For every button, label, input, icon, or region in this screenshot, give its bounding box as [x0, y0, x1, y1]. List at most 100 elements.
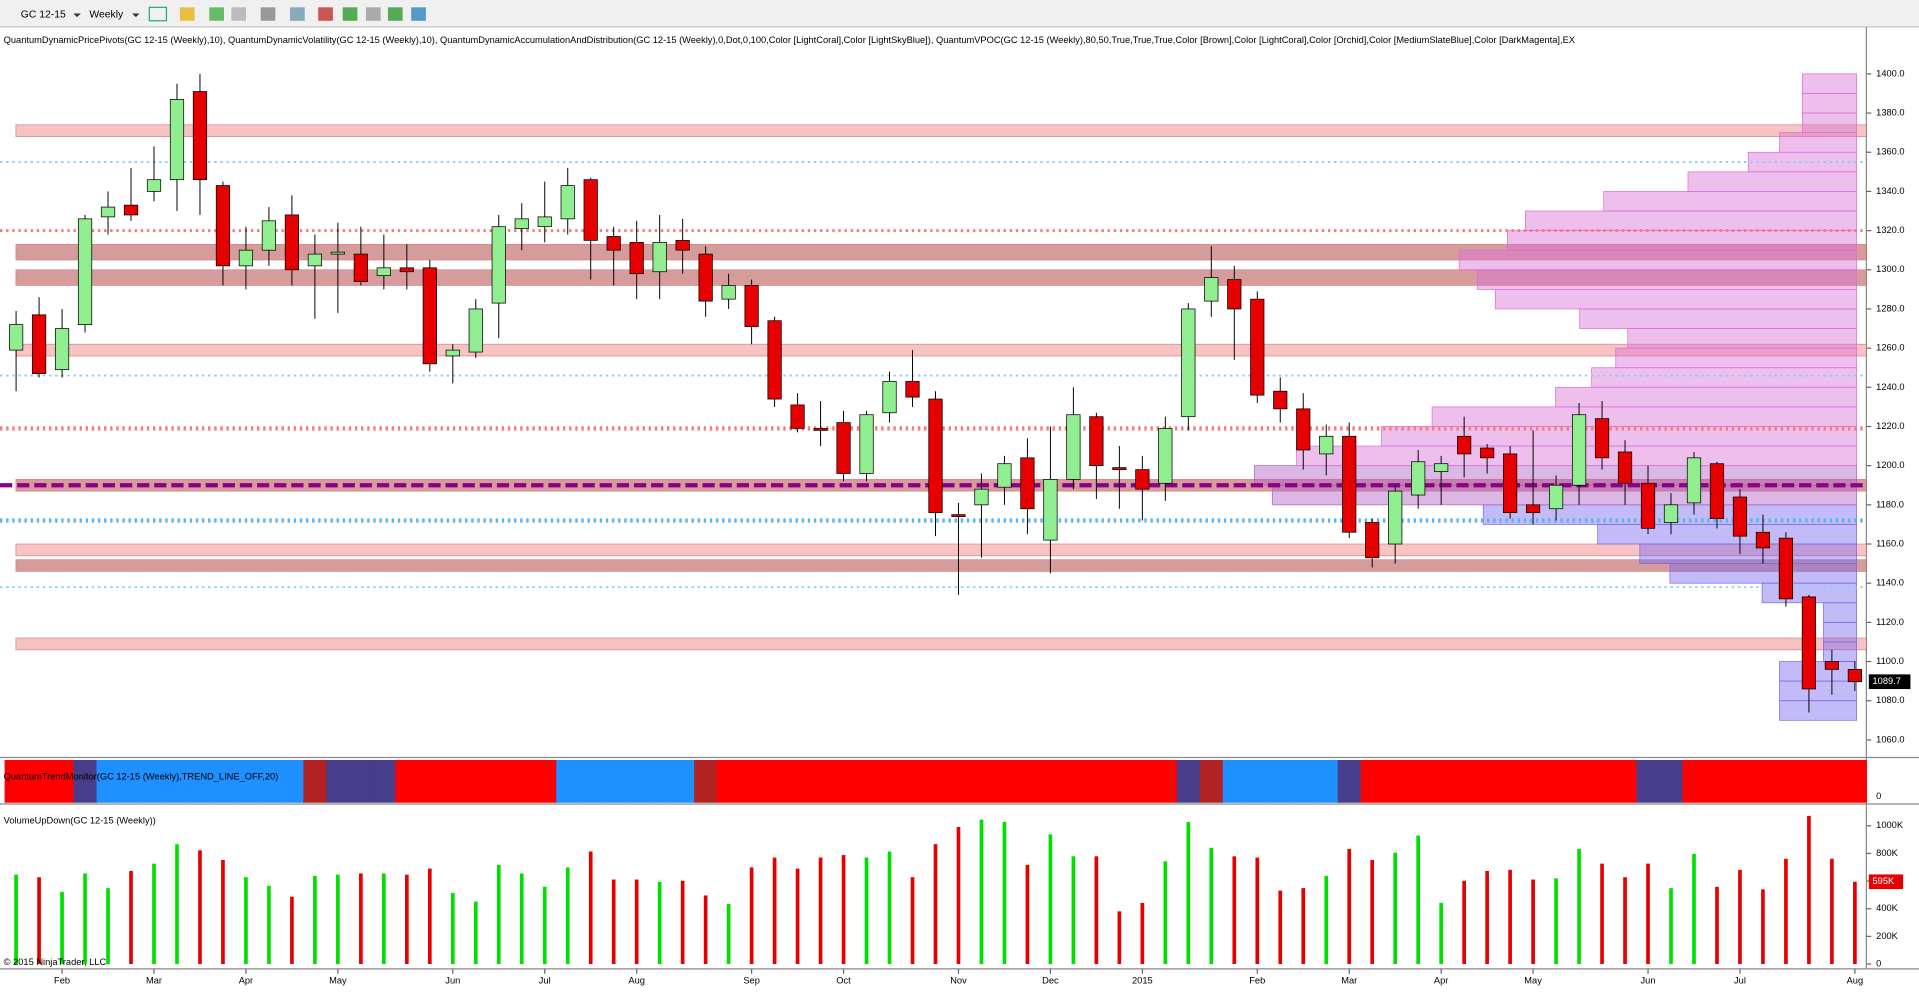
candle-body	[1227, 279, 1242, 310]
trend-segment	[395, 759, 419, 803]
volume-profile-bar	[1779, 132, 1857, 153]
volume-profile-bar	[1381, 426, 1857, 447]
trend-segment	[50, 759, 75, 803]
icon[interactable]	[260, 7, 276, 21]
trend-segment	[671, 759, 695, 803]
last-volume-label: 595K	[1872, 876, 1895, 886]
candle-body	[813, 428, 828, 431]
x-tick-label: Sep	[743, 976, 760, 986]
trend-segment	[96, 759, 121, 803]
pivot-zone	[15, 269, 1867, 286]
trend-segment	[1406, 759, 1431, 803]
trend-segment	[992, 759, 1017, 803]
candle-body	[491, 226, 506, 304]
icon[interactable]	[387, 7, 403, 21]
icon[interactable]	[318, 7, 333, 21]
trend-segment	[1590, 759, 1615, 803]
volume-bar	[1255, 857, 1260, 965]
volume-bar	[1830, 858, 1834, 965]
trend-segment	[1314, 759, 1339, 803]
trend-segment	[73, 759, 98, 803]
volume-bar	[1232, 856, 1237, 965]
volume-profile-bar	[1779, 700, 1857, 721]
candle-body	[1571, 414, 1587, 486]
candle-body	[330, 251, 345, 255]
volume-bar	[1807, 815, 1811, 965]
symbol-selector[interactable]: GC 12-15	[21, 9, 66, 20]
x-tick-label: Dec	[1042, 976, 1059, 986]
volume-bar	[1784, 858, 1788, 965]
x-tick-label: Jun	[445, 976, 460, 986]
trend-segment	[1728, 759, 1753, 803]
candle-body	[1043, 479, 1058, 541]
volume-bar	[83, 873, 87, 965]
candle-body	[1525, 504, 1541, 514]
y-tick-label: 1180.0	[1876, 499, 1904, 509]
candle-body	[1801, 596, 1817, 690]
icon[interactable]	[411, 7, 426, 21]
y-tick-label: 1380.0	[1876, 108, 1904, 118]
icon[interactable]	[290, 7, 305, 21]
trend-segment	[1061, 759, 1086, 803]
trend-segment	[1038, 759, 1063, 803]
volume-bar	[611, 879, 616, 965]
trend-segment	[1130, 759, 1155, 803]
candle-body	[284, 214, 300, 271]
pivot-zone	[15, 124, 1867, 137]
pivot-zone	[15, 637, 1867, 651]
icon[interactable]	[179, 7, 195, 21]
candle-body	[1755, 531, 1771, 549]
icon[interactable]	[342, 7, 358, 21]
toolbar-icons[interactable]	[148, 6, 426, 22]
volume-bar	[1186, 822, 1191, 965]
candle-body	[1181, 308, 1196, 418]
candle-body	[652, 241, 667, 273]
volume-bar	[956, 826, 961, 965]
volume-bar	[106, 888, 110, 965]
volume-profile-bar	[1823, 602, 1857, 623]
volume-bar	[657, 882, 662, 965]
x-tick-label: Apr	[239, 976, 253, 986]
volume-bar	[1554, 878, 1558, 965]
volume-bar	[703, 895, 708, 965]
volume-profile-bar	[1615, 347, 1857, 369]
icon[interactable]	[148, 6, 168, 22]
trend-segment	[510, 759, 534, 803]
candle-body	[215, 185, 231, 267]
trend-segment	[786, 759, 810, 803]
interval-selector[interactable]: Weekly	[89, 9, 124, 20]
volume-profile-bar	[1779, 661, 1857, 682]
icon[interactable]	[231, 7, 246, 21]
volume-profile-bar	[1802, 93, 1857, 114]
volume-bar	[1393, 852, 1398, 965]
candle-body	[1135, 469, 1150, 490]
candle-body	[1342, 435, 1357, 533]
trend-segment	[1383, 759, 1408, 803]
volume-profile-bar	[1669, 563, 1857, 584]
volume-bar	[841, 855, 846, 965]
y-tick-label: 1200.0	[1876, 460, 1904, 470]
icon[interactable]	[209, 7, 224, 21]
candle-body	[1434, 463, 1449, 472]
candle-body	[744, 285, 759, 327]
volume-bar	[313, 875, 317, 965]
candle-body	[100, 206, 116, 218]
candle-body	[767, 320, 782, 400]
candle-body	[1319, 435, 1334, 455]
volume-bar	[1462, 880, 1466, 965]
x-tick-label: 2015	[1132, 976, 1153, 986]
trend-segment	[441, 759, 465, 803]
candle-body	[997, 463, 1012, 488]
volume-profile-bar	[1458, 249, 1857, 271]
candle-body	[54, 328, 70, 371]
volume-bar	[1025, 864, 1030, 965]
icon[interactable]	[365, 7, 381, 21]
candle-body	[1686, 457, 1702, 504]
trend-segment	[1245, 759, 1270, 803]
candle-body	[1847, 669, 1862, 683]
trend-segment	[1084, 759, 1109, 803]
candle-body	[1778, 537, 1794, 600]
volume-bar	[1669, 888, 1673, 965]
candle-body	[1066, 414, 1081, 480]
volume-profile-bar	[1802, 112, 1857, 134]
